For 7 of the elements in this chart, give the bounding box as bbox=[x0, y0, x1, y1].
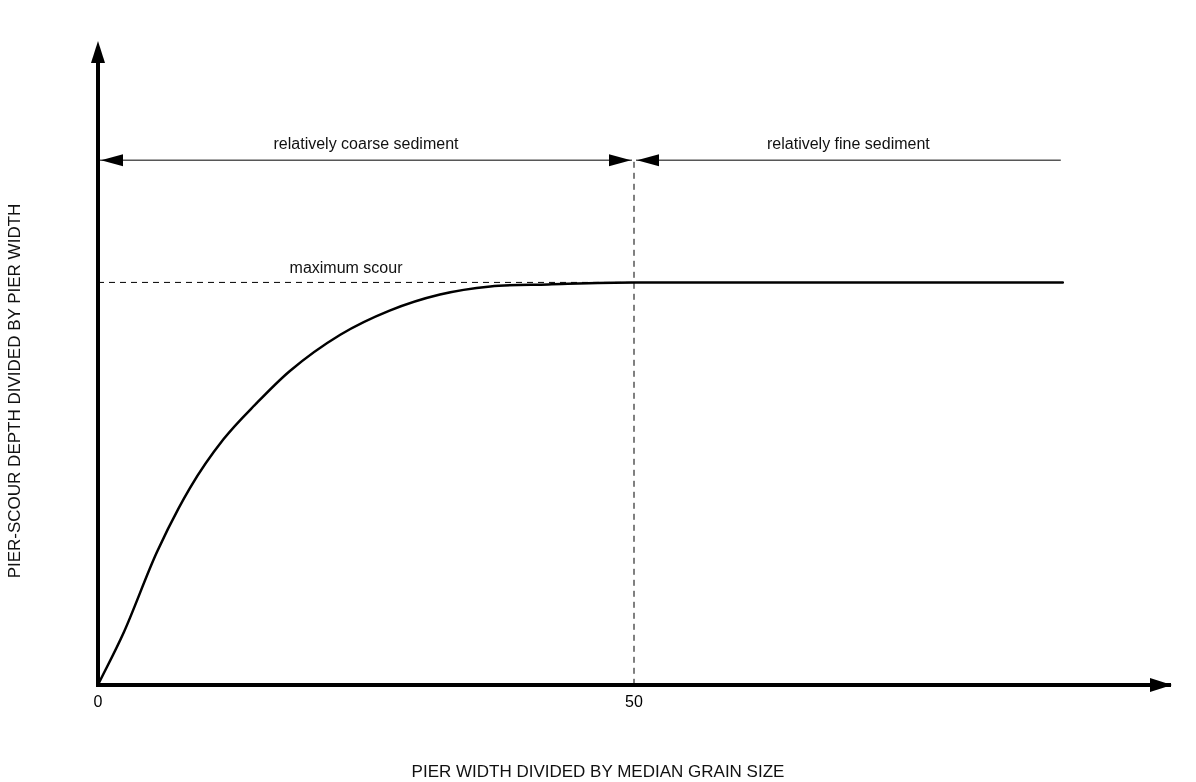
x-axis-title: PIER WIDTH DIVIDED BY MEDIAN GRAIN SIZE bbox=[411, 761, 785, 781]
x-tick-label: 0 bbox=[93, 692, 103, 710]
text: relatively fine sediment bbox=[767, 134, 931, 152]
ref-line-label: maximum scour bbox=[289, 258, 404, 276]
text: relatively coarse sediment bbox=[273, 134, 460, 152]
y-axis-title: PIER-SCOUR DEPTH DIVIDED BY PIER WIDTH bbox=[4, 203, 24, 579]
x-tick-label: 50 bbox=[625, 692, 643, 710]
